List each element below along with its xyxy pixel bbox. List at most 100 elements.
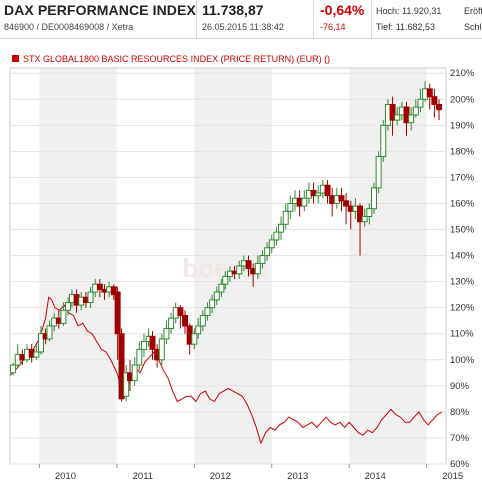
close-label: Schl [464,22,482,32]
candle-body [278,223,285,233]
candle-body [343,200,350,207]
x-tick-label: 2012 [210,471,231,482]
candle-body [131,364,138,382]
candle-body [366,208,373,217]
x-axis-labels: 2010 2011 2012 2013 2014 2015 [38,464,463,482]
candle-body [259,255,266,264]
open-label: Eröff [464,6,482,16]
year-band [39,68,117,464]
x-tick-label: 2013 [287,471,308,482]
y-tick-label: 80% [450,407,470,418]
candle-body [10,364,17,374]
candle-body [123,372,130,397]
candle-body [324,184,331,197]
candle-body [417,98,424,108]
x-tick-label: 2015 [442,471,463,482]
candle-body [87,291,94,303]
compare-line [9,296,443,445]
candle-body [213,291,220,301]
price-cell: 11.738,87 26.05.2015 11:38:42 [197,0,314,38]
candle-body [191,333,198,345]
y-tick-label: 200% [450,94,475,105]
candle-body [204,307,211,316]
y-tick-label: 160% [450,198,475,209]
legend: STX GLOBAL1800 BASIC RESOURCES INDEX (PR… [12,54,330,64]
x-tick-label: 2011 [133,471,153,482]
candle-body [46,325,53,340]
candle-body [199,315,206,327]
candlestick-series [10,81,443,402]
candle-body [110,286,117,296]
candle-body [315,192,322,197]
candle-body [370,187,377,210]
candle-body [60,309,67,324]
candle-body [163,328,170,340]
candle-body [426,88,433,98]
year-band [349,68,427,464]
candle-body [236,265,243,275]
candle-body [375,156,382,189]
legend-swatch [12,55,19,62]
candle-body [282,210,289,225]
candle-body [182,315,189,327]
quote-header: DAX PERFORMANCE INDEX 846900 / DE0008469… [0,0,482,39]
candle-body [380,124,387,158]
candle-body [301,197,308,207]
candle-body [195,325,202,335]
change-cell: -0,64% -76,14 [314,0,372,38]
chart-svg: boerse 210%200%190%180%170%160%150%140%1… [9,54,475,482]
candle-body [37,333,44,353]
candle-body [264,247,271,257]
candle-body [338,195,345,202]
candle-body [218,283,225,293]
y-tick-label: 120% [450,303,475,314]
change-percent: -0,64% [320,2,365,18]
y-tick-label: 150% [450,225,475,236]
candle-body [158,338,165,361]
instrument-cell: DAX PERFORMANCE INDEX 846900 / DE0008469… [0,0,197,38]
x-tick-label: 2014 [365,471,386,482]
y-tick-label: 190% [450,120,475,131]
candle-body [245,260,252,270]
change-absolute: -76,14 [320,22,346,32]
candle-body [436,103,443,111]
candle-body [118,333,125,400]
low-label: Tief: [376,22,394,32]
y-tick-label: 90% [450,381,470,392]
range-cell: Hoch: 11.920,31 Tief: 11.682,53 Eröff Sc… [372,0,482,38]
high-label: Hoch: [376,6,400,16]
candle-body [254,262,261,275]
x-tick-label: 2010 [55,471,76,482]
y-tick-label: 70% [450,433,470,444]
candle-body [33,351,40,358]
y-tick-label: 170% [450,172,475,183]
instrument-subtitle: 846900 / DE0008469008 / Xetra [4,22,134,32]
high-value: 11.920,31 [402,6,442,16]
candle-body [273,231,280,241]
candle-body [168,317,175,330]
y-tick-label: 180% [450,146,475,157]
y-tick-label: 100% [450,355,475,366]
candle-body [431,96,438,105]
candle-body [268,239,275,249]
candle-body [149,335,156,350]
y-tick-label: 140% [450,251,475,262]
candle-body [287,202,294,212]
candle-body [136,348,143,366]
candle-body [222,275,229,285]
candle-body [408,114,415,124]
y-tick-label: 210% [450,68,475,79]
quote-datetime: 26.05.2015 11:38:42 [202,22,284,32]
y-tick-label: 60% [450,459,470,470]
last-price: 11.738,87 [202,2,264,18]
grid-lines [10,72,446,465]
candle-body [177,307,184,316]
candle-body [140,341,147,350]
y-axis-labels: 210% 200% 190% 180% 170% 160% 150% 140% 130% 120%… [450,68,475,470]
candle-body [361,216,368,223]
low-value: 11.682,53 [395,22,436,32]
compare-series [9,296,443,445]
candle-body [65,301,72,311]
candle-body [96,283,103,290]
candle-body [209,299,216,309]
